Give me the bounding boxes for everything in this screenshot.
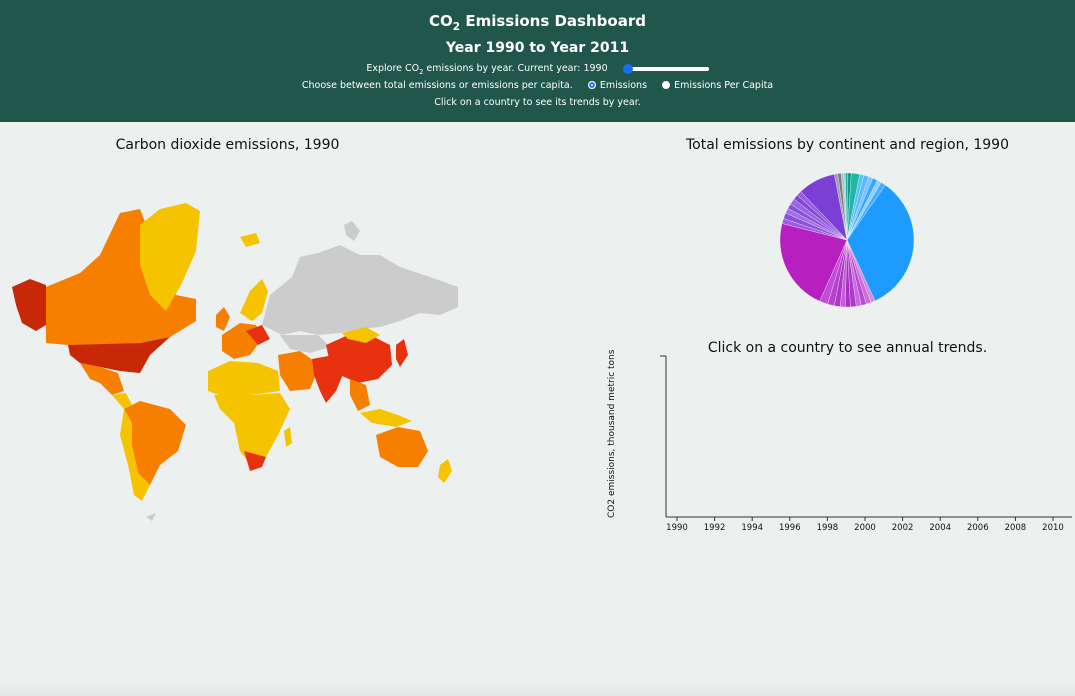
map-country-australia[interactable] — [376, 427, 428, 467]
trend-x-tick-label: 2008 — [1005, 523, 1027, 533]
trend-x-tick-label: 2000 — [854, 523, 876, 533]
trend-x-tick-label: 2002 — [892, 523, 914, 533]
per-capita-radio[interactable] — [662, 81, 671, 89]
map-country-peru-chile[interactable] — [120, 409, 150, 501]
trend-chart: CO2 emissions, thousand metric tons 1990… — [607, 350, 1072, 533]
map-country-central-africa[interactable] — [214, 393, 290, 467]
map-country-iceland[interactable] — [240, 233, 260, 247]
map-country-new-zealand[interactable] — [438, 459, 452, 483]
pie-slice[interactable] — [780, 223, 848, 302]
map-country-central-america[interactable] — [112, 393, 132, 409]
map-country-mexico[interactable] — [80, 363, 124, 395]
year-slider-track[interactable] — [626, 67, 709, 72]
year-range-title: Year 1990 to Year 2011 — [445, 40, 630, 56]
trend-x-tick-label: 1990 — [666, 523, 688, 533]
trend-x-tick-label: 1992 — [704, 523, 726, 533]
map-country-indonesia[interactable] — [360, 409, 412, 427]
trend-y-axis-label: CO2 emissions, thousand metric tons — [607, 350, 617, 518]
year-slider-row: Explore CO2 emissions by year. Current y… — [0, 63, 1075, 76]
map-country-russia[interactable] — [262, 245, 458, 335]
year-slider-thumb[interactable] — [622, 64, 633, 75]
map-island-south[interactable] — [146, 513, 156, 521]
trend-x-tick-label: 2010 — [1042, 523, 1064, 533]
world-map[interactable] — [0, 195, 470, 535]
map-country-uk[interactable] — [216, 307, 230, 331]
trend-x-tick-label: 2006 — [967, 523, 989, 533]
map-country-japan[interactable] — [396, 339, 408, 367]
page-bottom-bar — [0, 682, 1075, 696]
trend-x-tick-label: 1998 — [817, 523, 839, 533]
map-title: Carbon dioxide emissions, 1990 — [115, 137, 340, 153]
trend-x-tick-label: 1996 — [779, 523, 801, 533]
dashboard-title: CO2 Emissions Dashboard — [429, 12, 646, 33]
pie-slice[interactable] — [840, 173, 848, 241]
map-country-canada[interactable] — [46, 209, 196, 345]
trend-x-tick-label: 1994 — [741, 523, 763, 533]
map-country-north-africa[interactable] — [208, 361, 280, 397]
trend-title: Click on a country to see annual trends. — [707, 340, 988, 356]
map-country-china[interactable] — [326, 335, 392, 383]
map-country-middle-east[interactable] — [278, 351, 320, 391]
map-country-europe-east[interactable] — [246, 325, 270, 345]
emissions-pie-chart[interactable] — [780, 173, 920, 313]
map-country-mongolia[interactable] — [342, 327, 380, 343]
trend-x-ticks: 1990 1992 1994 1996 1998 2000 2002 2004 2006 2008… — [666, 517, 1064, 533]
year-slider-label: Explore CO2 emissions by year. Current y… — [366, 63, 608, 76]
click-hint: Click on a country to see its trends by … — [434, 97, 641, 108]
map-country-madagascar[interactable] — [284, 427, 292, 447]
per-capita-radio-label[interactable]: Emissions Per Capita — [674, 80, 774, 91]
map-country-greenland[interactable] — [140, 203, 200, 311]
map-country-south-africa[interactable] — [244, 451, 266, 471]
map-island-novaya[interactable] — [344, 221, 360, 241]
map-country-brazil[interactable] — [132, 401, 186, 485]
map-country-se-asia[interactable] — [350, 379, 370, 411]
dashboard-header: CO2 Emissions Dashboard Year 1990 to Yea… — [0, 0, 1075, 122]
map-country-usa[interactable] — [68, 337, 170, 373]
emissions-radio-label[interactable]: Emissions — [599, 80, 648, 91]
emissions-radio[interactable] — [587, 81, 596, 89]
metric-toggle-row: Choose between total emissions or emissi… — [0, 80, 1075, 91]
pie-title: Total emissions by continent and region,… — [686, 137, 1009, 153]
trend-x-tick-label: 2004 — [929, 523, 951, 533]
year-slider[interactable] — [622, 64, 709, 75]
map-country-scandinavia[interactable] — [240, 279, 268, 321]
metric-toggle-label: Choose between total emissions or emissi… — [301, 80, 573, 91]
map-country-kazakhstan[interactable] — [280, 335, 330, 353]
pie-slice[interactable] — [846, 184, 915, 302]
map-country-alaska[interactable] — [12, 279, 46, 331]
